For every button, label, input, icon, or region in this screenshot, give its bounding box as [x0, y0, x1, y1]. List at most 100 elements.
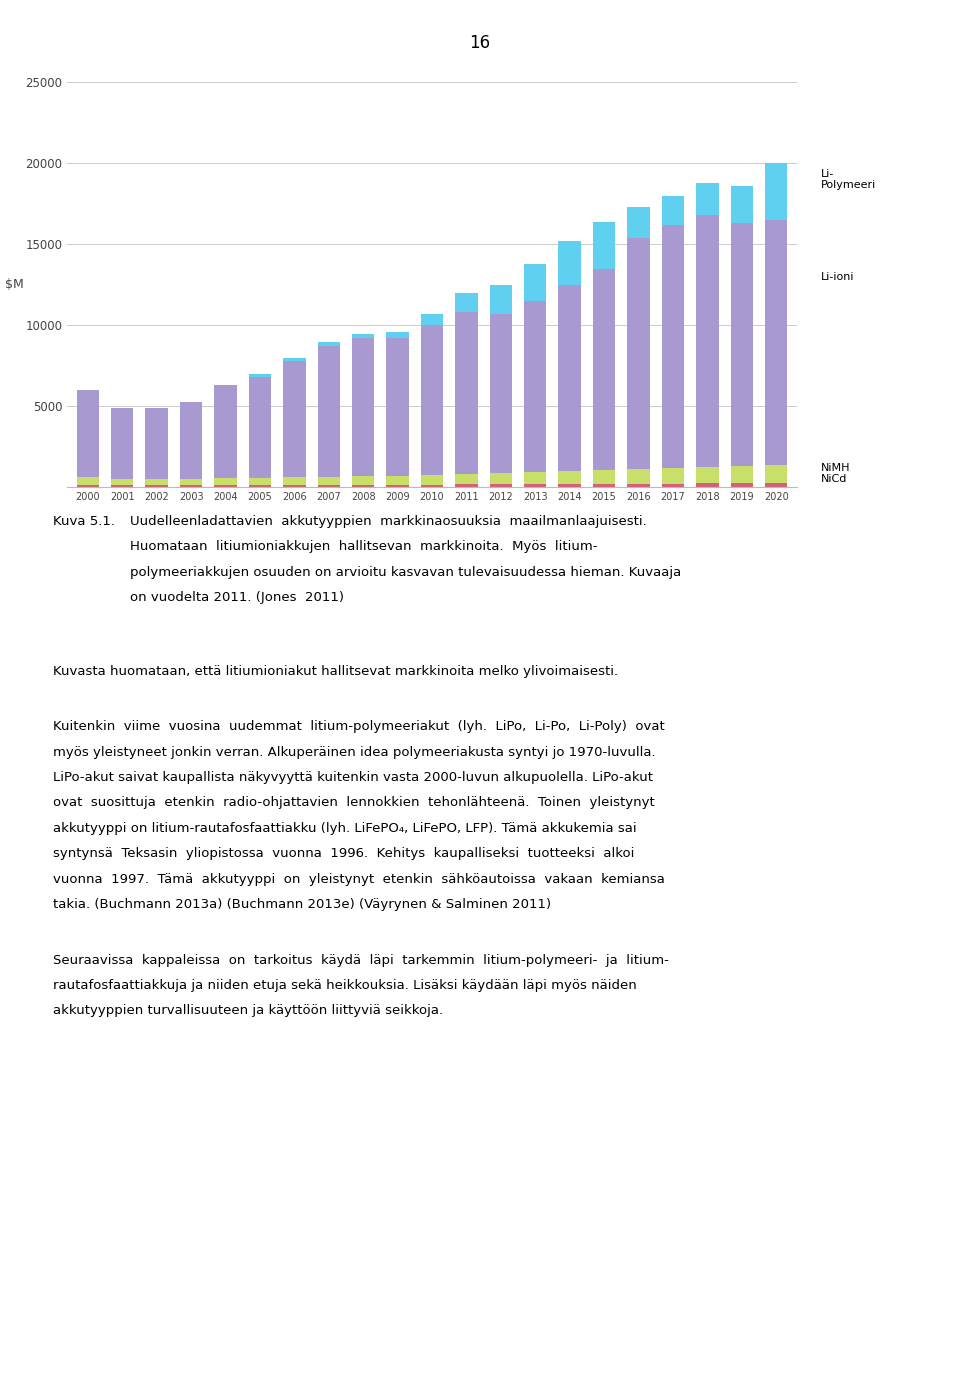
Bar [283, 361, 305, 476]
Bar [661, 483, 684, 487]
Bar [214, 485, 237, 487]
Text: Kuvasta huomataan, että litiumioniakut hallitsevat markkinoita melko ylivoimaise: Kuvasta huomataan, että litiumioniakut h… [53, 665, 618, 677]
Bar [111, 408, 133, 479]
Text: Li-
Polymeeri: Li- Polymeeri [821, 169, 876, 191]
Bar [524, 264, 546, 301]
Bar [559, 471, 581, 485]
Bar [249, 478, 271, 485]
Bar [249, 378, 271, 478]
Text: polymeeriakkujen osuuden on arvioitu kasvavan tulevaisuudessa hieman. Kuvaaja: polymeeriakkujen osuuden on arvioitu kas… [130, 566, 681, 578]
Bar [661, 196, 684, 225]
Bar [420, 485, 444, 487]
Bar [455, 485, 477, 487]
Text: akkutyyppien turvallisuuteen ja käyttöön liittyviä seikkoja.: akkutyyppien turvallisuuteen ja käyttöön… [53, 1005, 443, 1017]
Bar [420, 475, 444, 485]
Text: ovat  suosittuja  etenkin  radio-ohjattavien  lennokkien  tehonlähteenä.  Toinen: ovat suosittuja etenkin radio-ohjattavie… [53, 796, 655, 809]
Bar [180, 479, 203, 485]
Text: Kuva 5.1.: Kuva 5.1. [53, 515, 115, 527]
Bar [593, 470, 615, 483]
Bar [524, 485, 546, 487]
Bar [318, 346, 340, 476]
Bar [765, 465, 787, 483]
Bar [593, 221, 615, 269]
Bar [146, 485, 168, 487]
Text: Huomataan  litiumioniakkujen  hallitsevan  markkinoita.  Myös  litium-: Huomataan litiumioniakkujen hallitsevan … [130, 540, 597, 553]
Text: rautafosfaattiakkuja ja niiden etuja sekä heikkouksia. Lisäksi käydään läpi myös: rautafosfaattiakkuja ja niiden etuja sek… [53, 979, 636, 991]
Bar [352, 338, 374, 476]
Text: Li-ioni: Li-ioni [821, 272, 854, 281]
Bar [731, 483, 753, 487]
Bar [180, 401, 203, 479]
Bar [318, 476, 340, 485]
Bar [318, 342, 340, 346]
Bar [111, 485, 133, 487]
Text: LiPo-akut saivat kaupallista näkyvyyttä kuitenkin vasta 2000-luvun alkupuolella.: LiPo-akut saivat kaupallista näkyvyyttä … [53, 770, 653, 784]
Bar [559, 286, 581, 471]
Text: 16: 16 [469, 34, 491, 52]
Text: Seuraavissa  kappaleissa  on  tarkoitus  käydä  läpi  tarkemmin  litium-polymeer: Seuraavissa kappaleissa on tarkoitus käy… [53, 953, 669, 967]
Bar [765, 163, 787, 220]
Bar [111, 479, 133, 485]
Text: Kuitenkin  viime  vuosina  uudemmat  litium-polymeeriakut  (lyh.  LiPo,  Li-Po, : Kuitenkin viime vuosina uudemmat litium-… [53, 719, 664, 733]
Bar [386, 485, 409, 487]
Bar [661, 468, 684, 483]
Bar [283, 485, 305, 487]
Bar [490, 286, 512, 314]
Bar [455, 313, 477, 474]
Text: myös yleistyneet jonkin verran. Alkuperäinen idea polymeeriakusta syntyi jo 1970: myös yleistyneet jonkin verran. Alkuperä… [53, 746, 656, 758]
Bar [455, 292, 477, 313]
Bar [593, 269, 615, 470]
Bar [214, 386, 237, 478]
Bar [731, 187, 753, 224]
Bar [386, 476, 409, 485]
Y-axis label: $M: $M [5, 279, 24, 291]
Bar [559, 485, 581, 487]
Bar [696, 467, 718, 483]
Bar [146, 479, 168, 485]
Bar [490, 314, 512, 472]
Text: NiMH: NiMH [821, 463, 851, 472]
Bar [420, 314, 444, 325]
Bar [283, 358, 305, 361]
Bar [386, 332, 409, 338]
Bar [352, 485, 374, 487]
Bar [627, 470, 650, 483]
Bar [765, 483, 787, 487]
Bar [731, 467, 753, 483]
Bar [696, 483, 718, 487]
Text: akkutyyppi on litium-rautafosfaattiakku (lyh. LiFePO₄, LiFePO, LFP). Tämä akkuke: akkutyyppi on litium-rautafosfaattiakku … [53, 821, 636, 835]
Bar [318, 485, 340, 487]
Bar [696, 216, 718, 467]
Bar [696, 183, 718, 216]
Text: on vuodelta 2011. (Jones  2011): on vuodelta 2011. (Jones 2011) [130, 590, 344, 604]
Bar [661, 225, 684, 468]
Bar [249, 373, 271, 378]
Bar [180, 485, 203, 487]
Bar [214, 478, 237, 485]
Bar [731, 224, 753, 467]
Bar [77, 390, 99, 476]
Text: NiCd: NiCd [821, 474, 847, 485]
Bar [765, 220, 787, 465]
Bar [455, 474, 477, 485]
Bar [352, 334, 374, 338]
Bar [490, 485, 512, 487]
Bar [386, 338, 409, 476]
Bar [524, 472, 546, 485]
Bar [627, 207, 650, 238]
Text: syntynsä  Teksasin  yliopistossa  vuonna  1996.  Kehitys  kaupalliseksi  tuottee: syntynsä Teksasin yliopistossa vuonna 19… [53, 847, 635, 859]
Bar [524, 301, 546, 472]
Bar [249, 485, 271, 487]
Bar [593, 483, 615, 487]
Text: takia. (Buchmann 2013a) (Buchmann 2013e) (Väyrynen & Salminen 2011): takia. (Buchmann 2013a) (Buchmann 2013e)… [53, 898, 551, 910]
Bar [490, 472, 512, 485]
Bar [627, 483, 650, 487]
Bar [420, 325, 444, 475]
Text: vuonna  1997.  Tämä  akkutyyppi  on  yleistynyt  etenkin  sähköautoissa  vakaan : vuonna 1997. Tämä akkutyyppi on yleistyn… [53, 873, 664, 886]
Bar [559, 242, 581, 286]
Bar [77, 476, 99, 485]
Bar [627, 238, 650, 470]
Bar [352, 476, 374, 485]
Bar [77, 485, 99, 487]
Text: Uudelleenladattavien  akkutyyppien  markkinaosuuksia  maailmanlaajuisesti.: Uudelleenladattavien akkutyyppien markki… [130, 515, 646, 527]
